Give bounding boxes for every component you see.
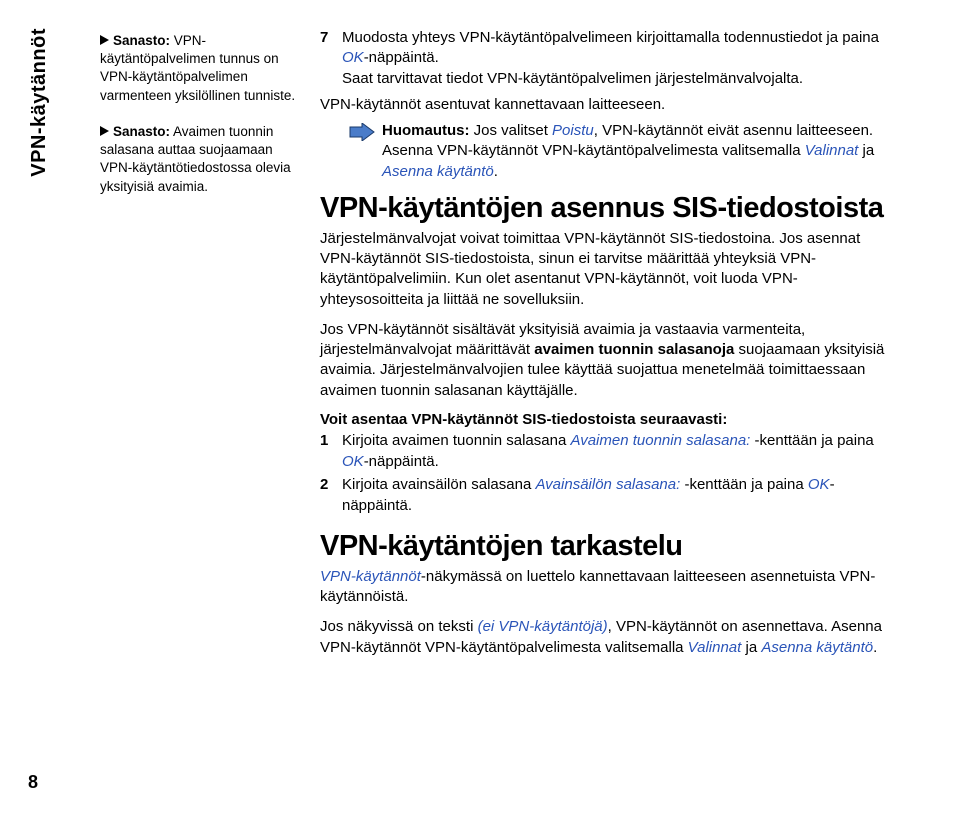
- list-item: 2 Kirjoita avainsäilön salasana Avainsäi…: [320, 474, 900, 516]
- note-body: Huomautus: Jos valitset Poistu, VPN-käyt…: [382, 121, 900, 182]
- page-number: 8: [28, 772, 38, 793]
- paragraph: Jos VPN-käytännöt sisältävät yksityisiä …: [320, 320, 900, 401]
- text: Kirjoita avaimen tuonnin salasana: [342, 432, 570, 449]
- glossary-entry: Sanasto: VPN-käytäntöpalvelimen tunnus o…: [100, 32, 296, 105]
- link-vpn-policies: VPN-käytännöt: [320, 568, 421, 585]
- field-name: Avainsäilön salasana:: [535, 476, 680, 493]
- side-tab-label: VPN-käytännöt: [28, 28, 51, 177]
- link-no-policies: (ei VPN-käytäntöjä): [478, 618, 608, 635]
- step-number: 7: [320, 28, 342, 89]
- triangle-icon: [100, 126, 109, 136]
- text: .: [873, 639, 877, 656]
- ok-key: OK: [342, 453, 364, 470]
- step-text: Muodosta yhteys VPN-käytäntöpalvelimeen …: [342, 28, 900, 89]
- step-number: 1: [320, 430, 342, 472]
- page: VPN-käytännöt 8 Sanasto: VPN-käytäntöpal…: [0, 0, 960, 813]
- heading-view: VPN-käytäntöjen tarkastelu: [320, 530, 900, 563]
- heading-sis-install: VPN-käytäntöjen asennus SIS-tiedostoista: [320, 192, 900, 225]
- steps-intro: Voit asentaa VPN-käytännöt SIS-tiedostoi…: [320, 411, 900, 428]
- step-7: 7 Muodosta yhteys VPN-käytäntöpalvelimee…: [320, 28, 900, 89]
- ok-key: OK: [808, 476, 830, 493]
- main-column: 7 Muodosta yhteys VPN-käytäntöpalvelimee…: [320, 28, 900, 793]
- glossary-label: Sanasto:: [113, 124, 170, 139]
- glossary-entry: Sanasto: Avaimen tuonnin salasana auttaa…: [100, 123, 296, 196]
- text: Kirjoita avainsäilön salasana: [342, 476, 535, 493]
- link-valinnat: Valinnat: [688, 639, 742, 656]
- text: Saat tarvittavat tiedot VPN-käytäntöpalv…: [342, 70, 803, 87]
- note-block: Huomautus: Jos valitset Poistu, VPN-käyt…: [348, 121, 900, 182]
- text: -näppäintä.: [364, 49, 439, 66]
- link-valinnat: Valinnat: [805, 142, 859, 159]
- text: .: [494, 163, 498, 180]
- note-label: Huomautus:: [382, 122, 470, 139]
- paragraph: VPN-käytännöt asentuvat kannettavaan lai…: [320, 95, 900, 115]
- step-number: 2: [320, 474, 342, 516]
- field-name: Avaimen tuonnin salasana:: [570, 432, 750, 449]
- text: Jos valitset: [470, 122, 553, 139]
- paragraph: VPN-käytännöt-näkymässä on luettelo kann…: [320, 567, 900, 608]
- list-item: 1 Kirjoita avaimen tuonnin salasana Avai…: [320, 430, 900, 472]
- link-poistu: Poistu: [552, 122, 594, 139]
- text: -näppäintä.: [364, 453, 439, 470]
- note-arrow-icon: [348, 121, 382, 182]
- glossary-label: Sanasto:: [113, 33, 170, 48]
- text: -kenttään ja paina: [680, 476, 808, 493]
- text: ja: [741, 639, 761, 656]
- text: -kenttään ja paina: [750, 432, 873, 449]
- paragraph: Järjestelmänvalvojat voivat toimittaa VP…: [320, 229, 900, 310]
- triangle-icon: [100, 35, 109, 45]
- text: Muodosta yhteys VPN-käytäntöpalvelimeen …: [342, 29, 879, 46]
- bold-term: avaimen tuonnin salasanoja: [534, 341, 734, 358]
- glossary-column: Sanasto: VPN-käytäntöpalvelimen tunnus o…: [100, 28, 320, 793]
- ordered-steps: 1 Kirjoita avaimen tuonnin salasana Avai…: [320, 430, 900, 516]
- text: Jos näkyvissä on teksti: [320, 618, 478, 635]
- step-text: Kirjoita avaimen tuonnin salasana Avaime…: [342, 430, 900, 472]
- paragraph: Jos näkyvissä on teksti (ei VPN-käytäntö…: [320, 617, 900, 658]
- link-asenna: Asenna käytäntö: [382, 163, 494, 180]
- text: ja: [858, 142, 874, 159]
- ok-key: OK: [342, 49, 364, 66]
- link-asenna: Asenna käytäntö: [761, 639, 873, 656]
- step-text: Kirjoita avainsäilön salasana Avainsäilö…: [342, 474, 900, 516]
